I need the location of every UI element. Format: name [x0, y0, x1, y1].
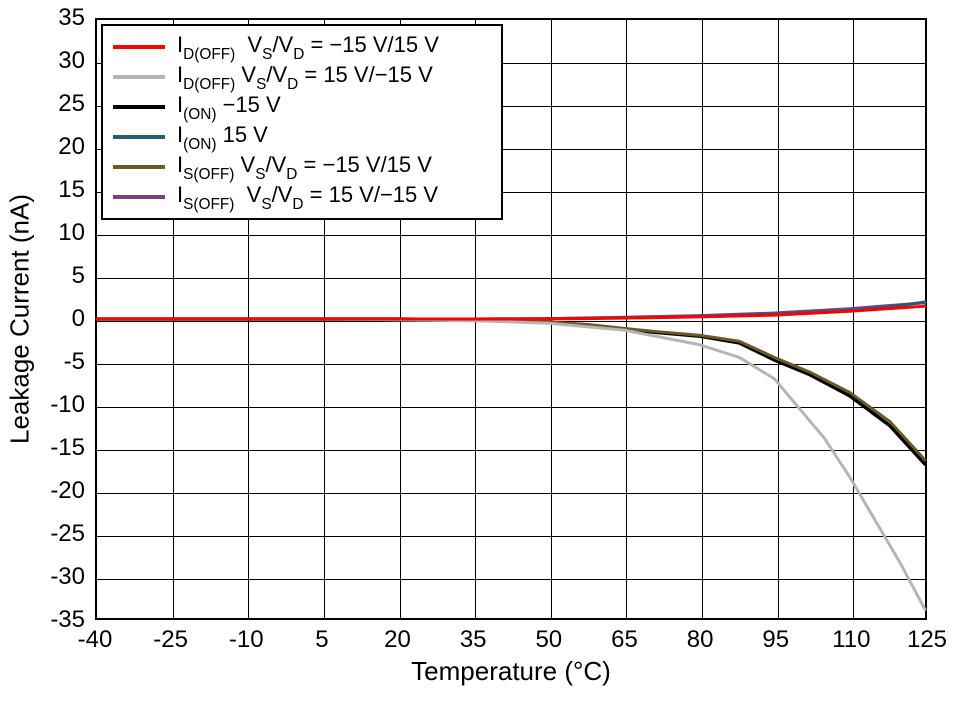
- legend-item: IS(OFF) VS/VD = −15 V/15 V: [113, 152, 491, 182]
- legend-swatch: [113, 45, 165, 49]
- y-tick-label: -15: [35, 434, 85, 462]
- y-axis-title: Leakage Current (nA): [5, 194, 36, 444]
- y-tick-label: -10: [35, 391, 85, 419]
- legend-swatch: [113, 75, 165, 79]
- legend-label: I(ON) −15 V: [177, 92, 281, 122]
- legend-item: I(ON) 15 V: [113, 122, 491, 152]
- y-tick-label: -30: [35, 563, 85, 591]
- legend-swatch: [113, 195, 165, 199]
- x-tick-label: 80: [687, 626, 714, 654]
- x-tick-label: 5: [315, 626, 328, 654]
- y-tick-label: 25: [35, 90, 85, 118]
- y-tick-label: 15: [35, 176, 85, 204]
- legend-swatch: [113, 135, 165, 139]
- legend-swatch: [113, 105, 165, 109]
- x-tick-label: -25: [153, 626, 188, 654]
- legend-item: ID(OFF) VS/VD = 15 V/−15 V: [113, 62, 491, 92]
- x-tick-label: 35: [460, 626, 487, 654]
- legend-label: IS(OFF) VS/VD = −15 V/15 V: [177, 152, 432, 182]
- x-tick-label: 65: [611, 626, 638, 654]
- y-tick-label: 5: [35, 262, 85, 290]
- x-tick-label: 50: [535, 626, 562, 654]
- legend-item: ID(OFF) VS/VD = −15 V/15 V: [113, 32, 491, 62]
- series-ion_a: [97, 319, 925, 464]
- legend-item: IS(OFF) VS/VD = 15 V/−15 V: [113, 182, 491, 212]
- legend: ID(OFF) VS/VD = −15 V/15 VID(OFF) VS/VD …: [101, 24, 503, 220]
- plot-area: ID(OFF) VS/VD = −15 V/15 VID(OFF) VS/VD …: [95, 18, 927, 620]
- x-tick-label: -10: [229, 626, 264, 654]
- y-tick-label: -35: [35, 606, 85, 634]
- series-id_off_b: [97, 319, 925, 609]
- legend-swatch: [113, 165, 165, 169]
- legend-label: ID(OFF) VS/VD = −15 V/15 V: [177, 32, 439, 62]
- series-is_off_a: [97, 319, 925, 460]
- y-tick-label: -5: [35, 348, 85, 376]
- x-tick-label: 20: [384, 626, 411, 654]
- y-tick-label: 35: [35, 4, 85, 32]
- y-tick-label: 10: [35, 219, 85, 247]
- legend-item: I(ON) −15 V: [113, 92, 491, 122]
- y-tick-label: 30: [35, 47, 85, 75]
- y-tick-label: -25: [35, 520, 85, 548]
- y-tick-label: -20: [35, 477, 85, 505]
- x-tick-label: 110: [832, 626, 870, 654]
- leakage-current-chart: ID(OFF) VS/VD = −15 V/15 VID(OFF) VS/VD …: [0, 0, 958, 701]
- legend-label: ID(OFF) VS/VD = 15 V/−15 V: [177, 62, 433, 92]
- legend-label: IS(OFF) VS/VD = 15 V/−15 V: [177, 182, 438, 212]
- legend-label: I(ON) 15 V: [177, 122, 268, 152]
- y-tick-label: 0: [35, 305, 85, 333]
- series-is_off_b: [97, 303, 925, 319]
- x-tick-label: 125: [907, 626, 947, 654]
- x-axis-title: Temperature (°C): [411, 656, 611, 687]
- y-tick-label: 20: [35, 133, 85, 161]
- series-id_off_a: [97, 306, 925, 319]
- x-tick-label: 95: [762, 626, 789, 654]
